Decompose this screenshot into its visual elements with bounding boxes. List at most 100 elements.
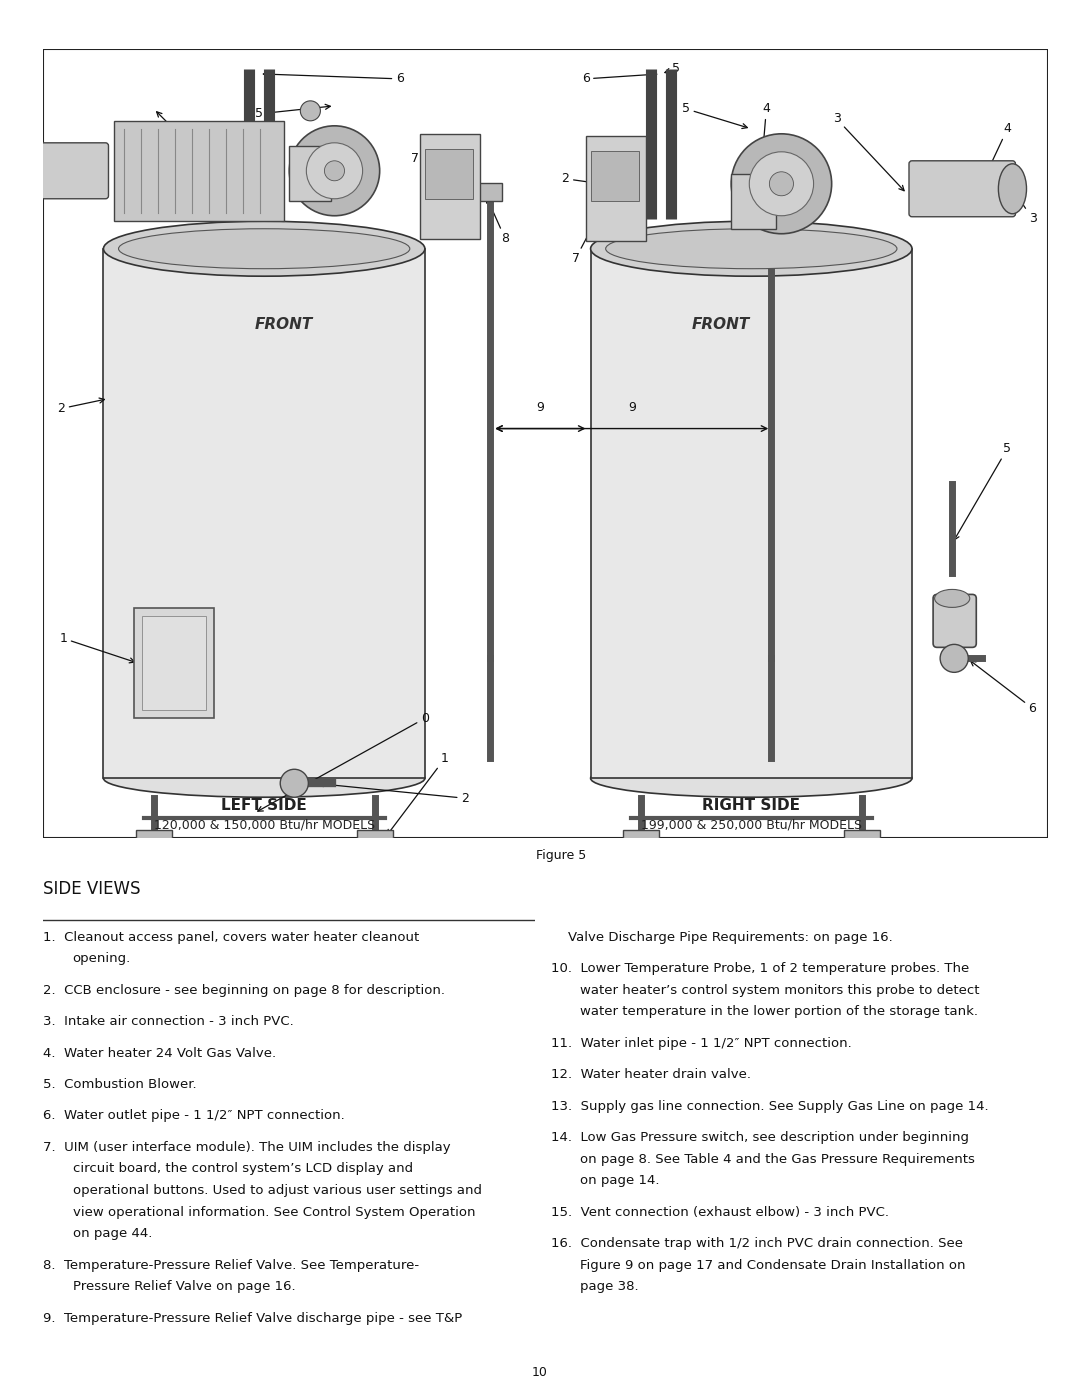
Text: 8: 8 xyxy=(487,197,510,246)
Bar xyxy=(478,183,502,201)
Text: 199,000 & 250,000 Btu/hr MODELS: 199,000 & 250,000 Btu/hr MODELS xyxy=(640,819,862,831)
Text: 5: 5 xyxy=(681,102,747,129)
Text: 3.  Intake air connection - 3 inch PVC.: 3. Intake air connection - 3 inch PVC. xyxy=(43,1016,294,1028)
Text: 10.  Lower Temperature Probe, 1 of 2 temperature probes. The: 10. Lower Temperature Probe, 1 of 2 temp… xyxy=(551,963,969,975)
Bar xyxy=(843,830,880,848)
FancyBboxPatch shape xyxy=(0,142,108,198)
Text: Figure 5: Figure 5 xyxy=(537,849,586,862)
Text: 1: 1 xyxy=(388,752,449,835)
Bar xyxy=(113,120,284,221)
Circle shape xyxy=(324,161,345,180)
Text: 7: 7 xyxy=(571,225,594,265)
Bar xyxy=(141,616,206,710)
Ellipse shape xyxy=(934,590,970,608)
Text: 16.  Condensate trap with 1/2 inch PVC drain connection. See: 16. Condensate trap with 1/2 inch PVC dr… xyxy=(551,1238,962,1250)
Text: on page 8. See Table 4 and the Gas Pressure Requirements: on page 8. See Table 4 and the Gas Press… xyxy=(580,1153,975,1165)
Text: 5: 5 xyxy=(255,105,330,120)
Bar xyxy=(591,249,912,778)
Bar xyxy=(420,134,481,239)
Circle shape xyxy=(731,134,832,233)
Circle shape xyxy=(750,152,813,215)
Text: 1: 1 xyxy=(59,631,135,662)
Text: SIDE VIEWS: SIDE VIEWS xyxy=(43,880,140,898)
Text: 2.  CCB enclosure - see beginning on page 8 for description.: 2. CCB enclosure - see beginning on page… xyxy=(43,983,445,996)
Text: 6.  Water outlet pipe - 1 1/2″ NPT connection.: 6. Water outlet pipe - 1 1/2″ NPT connec… xyxy=(43,1109,345,1122)
Text: FRONT: FRONT xyxy=(255,317,313,331)
Text: 7: 7 xyxy=(410,152,446,182)
Text: water temperature in the lower portion of the storage tank.: water temperature in the lower portion o… xyxy=(580,1006,978,1018)
Text: 9: 9 xyxy=(537,401,544,414)
Text: 11.  Water inlet pipe - 1 1/2″ NPT connection.: 11. Water inlet pipe - 1 1/2″ NPT connec… xyxy=(551,1037,851,1049)
Bar xyxy=(591,249,912,778)
Ellipse shape xyxy=(998,163,1026,214)
Text: 9: 9 xyxy=(627,401,636,414)
Text: 13.  Supply gas line connection. See Supply Gas Line on page 14.: 13. Supply gas line connection. See Supp… xyxy=(551,1099,988,1112)
Bar xyxy=(585,136,646,240)
Text: 3: 3 xyxy=(1015,193,1037,225)
Bar xyxy=(424,149,473,198)
Text: on page 44.: on page 44. xyxy=(72,1228,152,1241)
Circle shape xyxy=(289,126,380,215)
Text: Valve Discharge Pipe Requirements: on page 16.: Valve Discharge Pipe Requirements: on pa… xyxy=(551,930,892,944)
Text: 6: 6 xyxy=(971,661,1037,715)
Text: 120,000 & 150,000 Btu/hr MODELS: 120,000 & 150,000 Btu/hr MODELS xyxy=(153,819,375,831)
Text: operational buttons. Used to adjust various user settings and: operational buttons. Used to adjust vari… xyxy=(72,1185,482,1197)
Text: 6: 6 xyxy=(264,71,404,85)
Circle shape xyxy=(769,172,794,196)
Bar xyxy=(731,173,777,229)
Text: 4.  Water heater 24 Volt Gas Valve.: 4. Water heater 24 Volt Gas Valve. xyxy=(43,1046,276,1059)
Text: 1.  Cleanout access panel, covers water heater cleanout: 1. Cleanout access panel, covers water h… xyxy=(43,930,419,944)
Ellipse shape xyxy=(104,221,424,277)
Text: 15.  Vent connection (exhaust elbow) - 3 inch PVC.: 15. Vent connection (exhaust elbow) - 3 … xyxy=(551,1206,889,1218)
Text: 14.  Low Gas Pressure switch, see description under beginning: 14. Low Gas Pressure switch, see descrip… xyxy=(551,1132,969,1144)
Text: 5: 5 xyxy=(665,63,680,75)
FancyBboxPatch shape xyxy=(933,594,976,647)
Text: 4: 4 xyxy=(157,112,178,136)
Text: 3: 3 xyxy=(833,112,904,191)
Ellipse shape xyxy=(104,759,424,798)
Circle shape xyxy=(300,101,321,120)
Text: FRONT: FRONT xyxy=(692,317,751,331)
Bar xyxy=(136,830,172,848)
Text: 2: 2 xyxy=(562,172,611,187)
Text: 12.  Water heater drain valve.: 12. Water heater drain valve. xyxy=(551,1069,751,1081)
Circle shape xyxy=(307,142,363,198)
Text: 0: 0 xyxy=(258,712,429,812)
Bar xyxy=(104,249,424,778)
Bar xyxy=(104,249,424,778)
Text: page 38.: page 38. xyxy=(580,1281,639,1294)
Text: 2: 2 xyxy=(57,398,105,415)
Ellipse shape xyxy=(591,759,912,798)
Circle shape xyxy=(280,770,309,798)
Bar xyxy=(356,830,393,848)
Ellipse shape xyxy=(591,221,912,277)
Ellipse shape xyxy=(0,145,17,196)
Text: water heater’s control system monitors this probe to detect: water heater’s control system monitors t… xyxy=(580,983,980,996)
Text: 2: 2 xyxy=(319,782,469,805)
Text: 9.  Temperature-Pressure Relief Valve discharge pipe - see T&P: 9. Temperature-Pressure Relief Valve dis… xyxy=(43,1312,462,1324)
Text: RIGHT SIDE: RIGHT SIDE xyxy=(702,798,800,813)
Text: on page 14.: on page 14. xyxy=(580,1175,660,1187)
Text: 5: 5 xyxy=(955,441,1012,539)
Text: circuit board, the control system’s LCD display and: circuit board, the control system’s LCD … xyxy=(72,1162,413,1175)
Text: 7.  UIM (user interface module). The UIM includes the display: 7. UIM (user interface module). The UIM … xyxy=(43,1141,450,1154)
Bar xyxy=(289,145,332,201)
Ellipse shape xyxy=(606,229,897,268)
Text: 5.  Combustion Blower.: 5. Combustion Blower. xyxy=(43,1078,197,1091)
Text: 8.  Temperature-Pressure Relief Valve. See Temperature-: 8. Temperature-Pressure Relief Valve. Se… xyxy=(43,1259,419,1271)
Circle shape xyxy=(940,644,969,672)
Text: view operational information. See Control System Operation: view operational information. See Contro… xyxy=(72,1206,475,1218)
FancyBboxPatch shape xyxy=(909,161,1015,217)
Text: LEFT SIDE: LEFT SIDE xyxy=(221,798,307,813)
Ellipse shape xyxy=(119,229,409,268)
Text: Figure 9 on page 17 and Condensate Drain Installation on: Figure 9 on page 17 and Condensate Drain… xyxy=(580,1259,966,1271)
Bar xyxy=(623,830,659,848)
Text: opening.: opening. xyxy=(72,953,131,965)
Text: 10: 10 xyxy=(532,1366,548,1379)
Text: 4: 4 xyxy=(974,123,1011,200)
Bar xyxy=(591,151,638,201)
Bar xyxy=(134,609,214,718)
Text: 4: 4 xyxy=(759,102,770,165)
Text: 6: 6 xyxy=(582,73,657,85)
Text: Pressure Relief Valve on page 16.: Pressure Relief Valve on page 16. xyxy=(72,1281,295,1294)
